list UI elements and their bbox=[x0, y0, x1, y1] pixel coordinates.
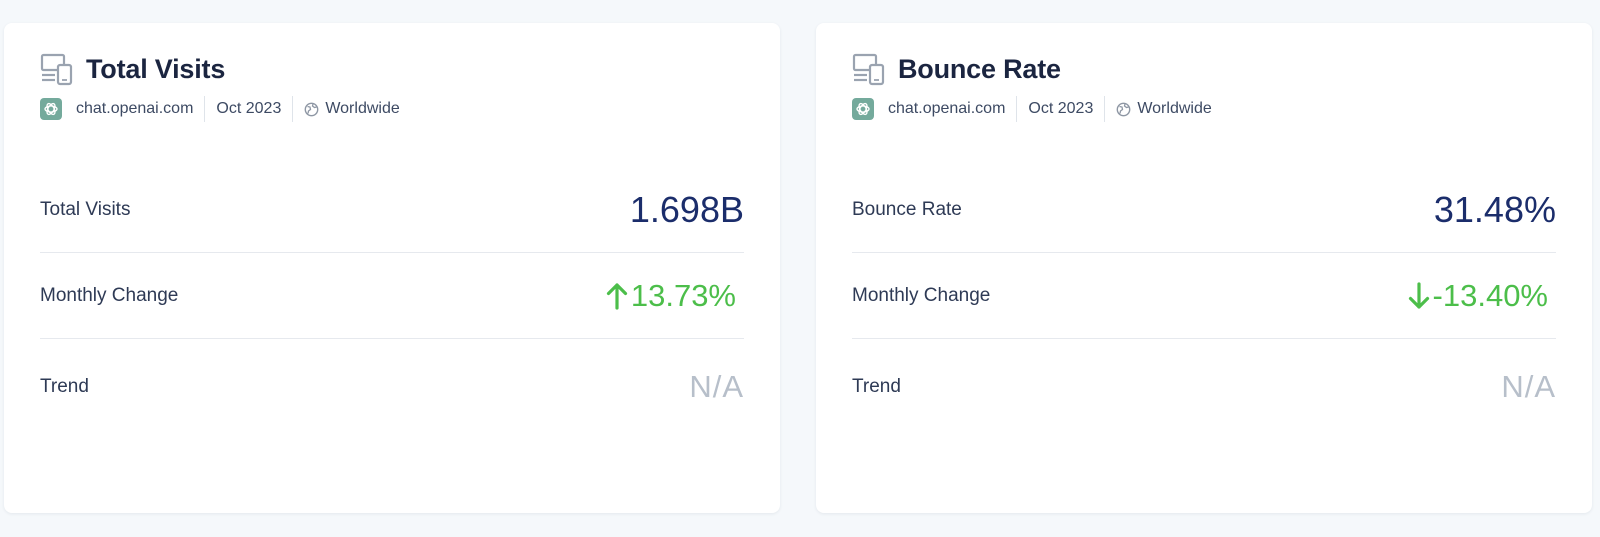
site-domain: chat.openai.com bbox=[76, 100, 194, 117]
card-title: Bounce Rate bbox=[898, 53, 1061, 84]
meta-divider bbox=[1016, 96, 1018, 122]
card-title: Total Visits bbox=[86, 53, 226, 84]
openai-logo-icon bbox=[852, 98, 874, 120]
metric-label: Monthly Change bbox=[852, 284, 991, 306]
date-period: Oct 2023 bbox=[1028, 100, 1094, 117]
trend-value: N/A bbox=[1501, 369, 1556, 404]
metric-row-primary: Total Visits 1.698B bbox=[40, 168, 744, 253]
globe-icon bbox=[1116, 102, 1131, 117]
metric-value: 1.698B bbox=[629, 189, 744, 230]
card-title-row: Bounce Rate bbox=[852, 51, 1556, 87]
metric-label: Trend bbox=[852, 376, 901, 397]
change-value: -13.40% bbox=[1408, 278, 1556, 314]
metric-row-monthly-change: Monthly Change -13.40% bbox=[852, 253, 1556, 339]
total-visits-card: Total Visits chat.openai.com Oct 2023 bbox=[4, 23, 780, 513]
devices-icon bbox=[852, 52, 886, 86]
card-title-row: Total Visits bbox=[40, 51, 744, 87]
globe-icon bbox=[304, 102, 319, 117]
metrics-list: Total Visits 1.698B Monthly Change 13.73… bbox=[40, 168, 744, 435]
metrics-list: Bounce Rate 31.48% Monthly Change -13.40… bbox=[852, 168, 1556, 435]
date-period: Oct 2023 bbox=[216, 100, 282, 117]
metric-row-trend: Trend N/A bbox=[40, 339, 744, 435]
metric-label: Monthly Change bbox=[40, 284, 179, 306]
region: Worldwide bbox=[325, 100, 400, 117]
meta-divider bbox=[204, 96, 206, 122]
card-header: Total Visits chat.openai.com Oct 2023 bbox=[40, 51, 744, 123]
metric-value: 31.48% bbox=[1433, 189, 1556, 230]
metric-row-monthly-change: Monthly Change 13.73% bbox=[40, 253, 744, 339]
arrow-down-icon bbox=[1408, 281, 1430, 311]
openai-logo-icon bbox=[40, 98, 62, 120]
arrow-up-icon bbox=[606, 281, 628, 311]
metric-label: Total Visits bbox=[40, 199, 131, 220]
card-meta: chat.openai.com Oct 2023 Worldwide bbox=[40, 95, 744, 123]
metric-row-primary: Bounce Rate 31.48% bbox=[852, 168, 1556, 253]
devices-icon bbox=[40, 52, 74, 86]
region: Worldwide bbox=[1137, 100, 1212, 117]
metric-label: Bounce Rate bbox=[852, 199, 962, 220]
bounce-rate-card: Bounce Rate chat.openai.com Oct 2023 bbox=[816, 23, 1592, 513]
change-value: 13.73% bbox=[606, 278, 744, 314]
trend-value: N/A bbox=[689, 369, 744, 404]
card-header: Bounce Rate chat.openai.com Oct 2023 bbox=[852, 51, 1556, 123]
change-percent: 13.73% bbox=[630, 277, 736, 313]
metric-label: Trend bbox=[40, 376, 89, 397]
card-meta: chat.openai.com Oct 2023 Worldwide bbox=[852, 95, 1556, 123]
meta-divider bbox=[1104, 96, 1106, 122]
meta-divider bbox=[292, 96, 294, 122]
metric-row-trend: Trend N/A bbox=[852, 339, 1556, 435]
change-percent: -13.40% bbox=[1432, 277, 1548, 313]
site-domain: chat.openai.com bbox=[888, 100, 1006, 117]
